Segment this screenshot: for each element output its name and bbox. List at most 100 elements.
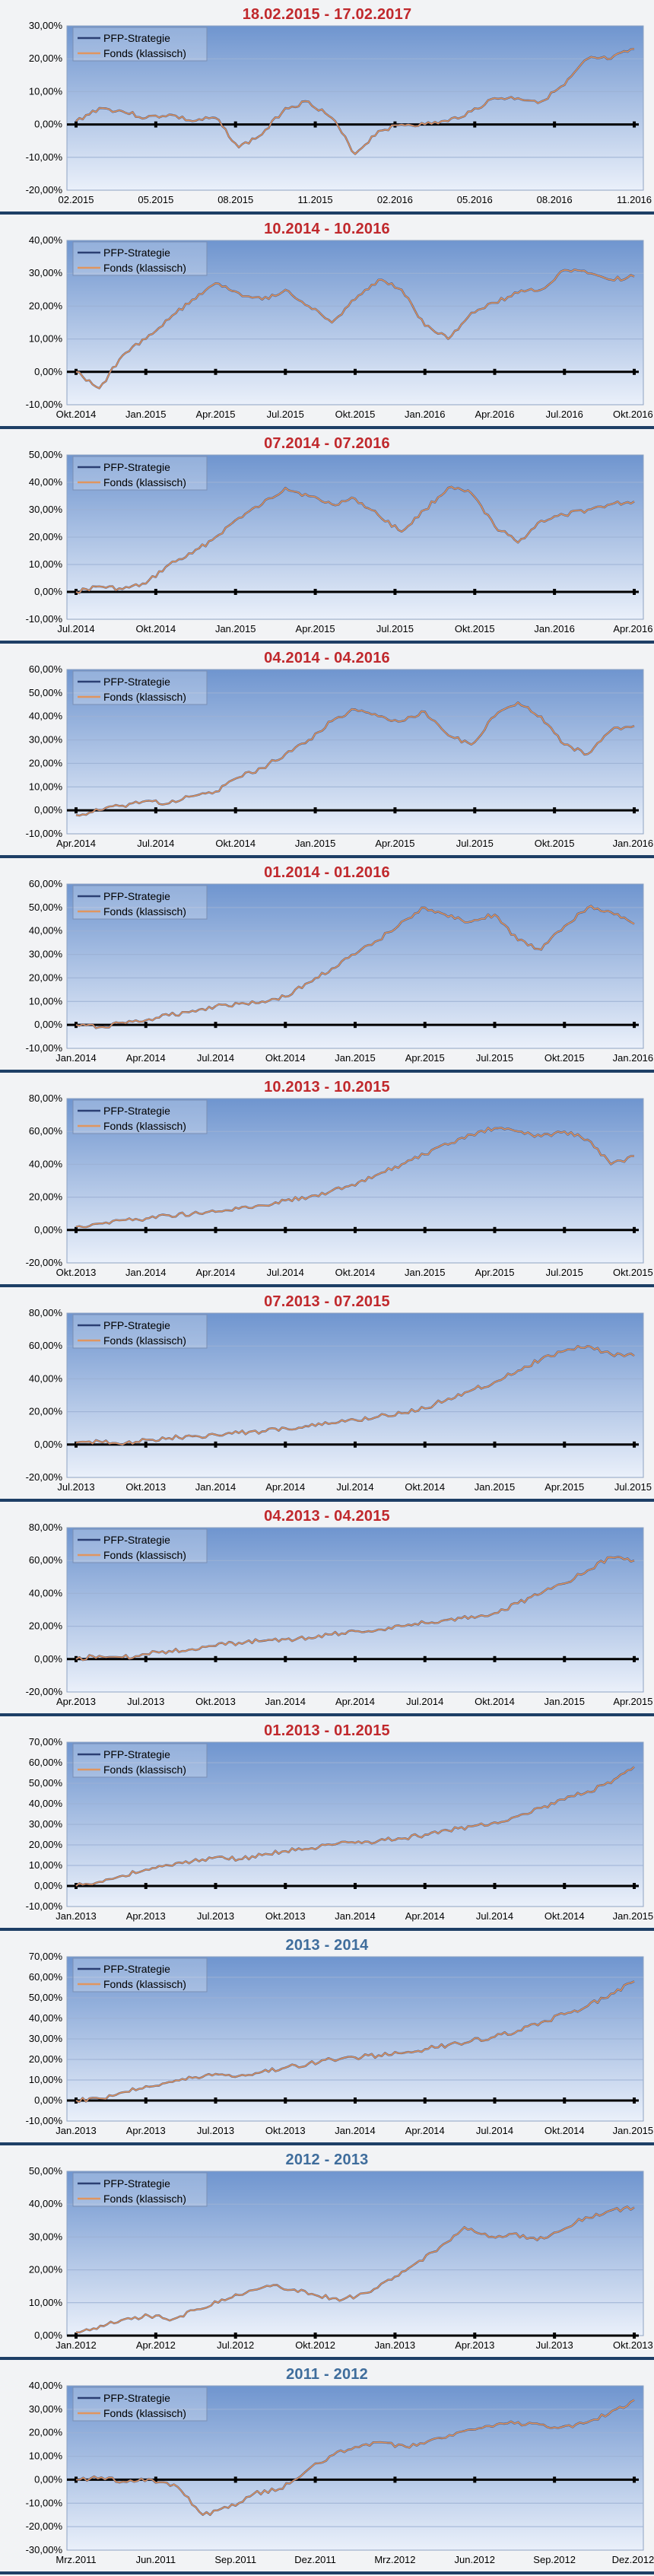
x-tick-mark <box>493 2097 497 2104</box>
x-tick-mark <box>423 2097 427 2104</box>
x-tick-label: 11.2016 <box>617 194 652 205</box>
x-tick-mark <box>473 2476 477 2483</box>
y-tick-label: 40,00% <box>29 925 63 937</box>
x-tick-label: 08.2015 <box>217 194 253 205</box>
x-tick-mark <box>493 1441 497 1448</box>
legend-label: PFP-Strategie <box>103 1748 170 1760</box>
x-tick-mark <box>423 1441 427 1448</box>
x-tick-label: Okt.2015 <box>455 623 495 634</box>
x-tick-label: Jul.2014 <box>137 838 174 849</box>
x-tick-label: Okt.2015 <box>544 1052 585 1064</box>
line-chart: 30,00%20,00%10,00%0,00%-10,00%-20,00%02.… <box>26 20 652 205</box>
x-tick-label: Okt.2013 <box>265 2125 306 2136</box>
y-tick-label: 10,00% <box>29 995 63 1007</box>
x-tick-mark <box>633 2476 636 2483</box>
y-tick-label: -20,00% <box>26 1686 63 1697</box>
y-tick-label: 20,00% <box>29 2427 63 2438</box>
x-tick-mark <box>284 1022 287 1029</box>
x-tick-mark <box>633 368 636 375</box>
x-tick-mark <box>563 1655 567 1662</box>
x-tick-mark <box>313 2476 317 2483</box>
x-tick-label: Jan.2014 <box>195 1481 237 1493</box>
series-line <box>75 1766 635 1887</box>
x-tick-mark <box>313 2333 317 2339</box>
y-tick-label: 40,00% <box>29 1372 63 1384</box>
y-tick-label: 20,00% <box>29 1839 63 1850</box>
plot-area <box>66 2171 644 2336</box>
x-tick-label: Jul.2014 <box>197 1052 234 1064</box>
x-tick-mark <box>75 368 78 375</box>
y-tick-label: 80,00% <box>29 1092 63 1104</box>
x-tick-mark <box>284 2097 287 2104</box>
x-tick-mark <box>393 2333 397 2339</box>
y-tick-label: 10,00% <box>29 2074 63 2085</box>
legend-label: PFP-Strategie <box>103 676 170 688</box>
legend-label: PFP-Strategie <box>103 246 170 259</box>
legend-label: Fonds (klassisch) <box>103 1549 186 1561</box>
x-tick-mark <box>214 1655 217 1662</box>
x-tick-label: Jan.2015 <box>125 409 167 420</box>
x-tick-label: Jul.2014 <box>267 1267 304 1278</box>
x-tick-label: 05.2015 <box>138 194 173 205</box>
x-tick-label: 08.2016 <box>537 194 573 205</box>
x-tick-label: Jul.2013 <box>197 1910 234 1922</box>
x-tick-mark <box>154 2476 157 2483</box>
x-tick-mark <box>214 1022 217 1029</box>
y-tick-label: -10,00% <box>26 2115 63 2126</box>
chart-title: 2013 - 2014 <box>285 1937 369 1954</box>
x-tick-label: Apr.2012 <box>136 2339 176 2351</box>
legend-label: Fonds (klassisch) <box>103 691 186 703</box>
chart-title: 2011 - 2012 <box>286 2366 368 2383</box>
x-tick-mark <box>423 1226 427 1233</box>
chart-panel: 70,00% 60,00% 50,00% 40,00% 30,00% 20,00% 10,0… <box>0 1716 654 1931</box>
x-tick-mark <box>233 589 237 595</box>
y-tick-label: 50,00% <box>29 1777 63 1789</box>
line-chart: 70,00% 60,00% 50,00% 40,00% 30,00% 20,00% 10,0… <box>26 1736 654 1922</box>
x-tick-mark <box>563 1226 567 1233</box>
legend-box <box>72 1099 208 1134</box>
x-tick-mark <box>473 121 477 128</box>
y-tick-label: 60,00% <box>29 663 63 675</box>
y-tick-label: 30,00% <box>29 1818 63 1830</box>
line-chart: 40,00% 30,00% 20,00% 10,00% 0,00% -10,00% -20,… <box>26 2380 654 2565</box>
y-tick-label: -20,00% <box>26 1471 63 1483</box>
line-chart: 80,00%60,00%40,00%20,00%0,00%-20,00%Okt.… <box>26 1092 653 1278</box>
x-tick-label: Apr.2013 <box>56 1696 96 1707</box>
legend-box <box>72 1743 208 1778</box>
x-tick-mark <box>354 1226 357 1233</box>
chart-title: 10.2013 - 10.2015 <box>264 1079 390 1096</box>
x-tick-label: Jan.2015 <box>405 1267 446 1278</box>
line-chart: 80,00%60,00%40,00%20,00%0,00%-20,00%Apr.… <box>26 1522 653 1707</box>
x-tick-mark <box>214 2097 217 2104</box>
x-tick-mark <box>393 807 397 814</box>
legend-box <box>72 670 208 705</box>
x-tick-label: 02.2015 <box>59 194 94 205</box>
legend-label: PFP-Strategie <box>103 1963 170 1975</box>
x-tick-mark <box>233 2333 237 2339</box>
y-tick-label: 20,00% <box>29 757 63 768</box>
x-tick-mark <box>473 589 477 595</box>
x-tick-label: Dez.2011 <box>294 2554 336 2565</box>
x-tick-label: Apr.2016 <box>475 409 514 420</box>
line-chart: 40,00%30,00%20,00%10,00%0,00%-10,00%Okt.… <box>26 234 653 420</box>
y-tick-label: -10,00% <box>26 1042 63 1054</box>
x-tick-mark <box>354 1022 357 1029</box>
y-tick-label: 60,00% <box>29 1971 63 1983</box>
x-tick-mark <box>493 1883 497 1889</box>
chart-panel: 70,00% 60,00% 50,00% 40,00% 30,00% 20,00% 10,0… <box>0 1931 654 2145</box>
y-tick-label: -20,00% <box>26 1257 63 1268</box>
x-tick-label: Jan.2016 <box>613 838 654 849</box>
x-tick-label: Okt.2016 <box>613 409 653 420</box>
legend-label: Fonds (klassisch) <box>103 1763 186 1776</box>
chart-title: 04.2013 - 04.2015 <box>264 1508 390 1525</box>
legend-box <box>72 456 208 491</box>
x-tick-mark <box>633 1883 636 1889</box>
y-tick-label: 20,00% <box>29 1620 63 1632</box>
x-tick-mark <box>553 807 557 814</box>
legend: PFP-Strategie Fonds (klassisch) <box>72 1314 208 1349</box>
legend-box <box>72 2172 208 2207</box>
x-tick-label: Okt.2013 <box>56 1267 97 1278</box>
y-tick-label: 0,00% <box>34 1653 62 1665</box>
chart-title: 07.2014 - 07.2016 <box>264 435 390 452</box>
